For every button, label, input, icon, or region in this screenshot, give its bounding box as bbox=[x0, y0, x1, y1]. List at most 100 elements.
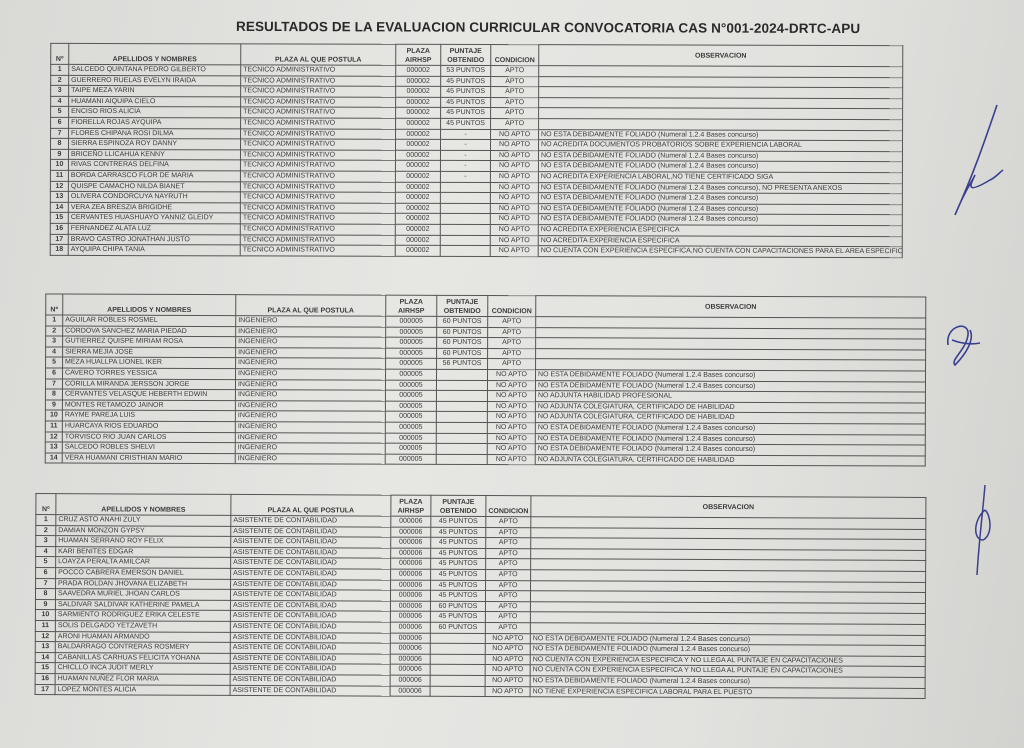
condition-cell: NO APTO bbox=[487, 380, 536, 391]
position-cell: TECNICO ADMINISTRATIVO bbox=[240, 139, 396, 151]
airhsp-code-cell: 000005 bbox=[385, 453, 437, 465]
score-cell bbox=[436, 443, 488, 455]
row-number-cell: 11 bbox=[45, 420, 63, 432]
applicant-name-cell: FLORES CHIPANA ROSI DILMA bbox=[68, 127, 241, 140]
score-cell bbox=[440, 245, 491, 257]
table-row: 18 AYQUIPA CHIPA TANIA TECNICO ADMINISTRAT… bbox=[50, 244, 903, 258]
condition-cell: NO APTO bbox=[485, 643, 531, 655]
score-cell bbox=[436, 432, 488, 444]
column-header-score: PUNTAJE OBTENIDO bbox=[436, 295, 488, 317]
observation-cell: NO TIENE EXPERIENCIA ESPECIFICA LABORAL … bbox=[530, 686, 926, 699]
condition-cell: APTO bbox=[487, 348, 536, 360]
airhsp-code-cell: 000002 bbox=[395, 107, 441, 119]
condition-cell: NO APTO bbox=[485, 654, 531, 666]
row-number-cell: 10 bbox=[50, 159, 69, 171]
score-cell: - bbox=[440, 128, 491, 140]
condition-cell: NO APTO bbox=[487, 422, 536, 434]
applicant-name-cell: HUARCAYA RIOS EDUARDO bbox=[62, 420, 236, 433]
score-cell: 45 PUNTOS bbox=[440, 97, 491, 108]
applicant-name-cell: BORDA CARRASCO FLOR DE MARIA bbox=[68, 170, 241, 182]
applicant-name-cell: SALCEDO QUINTANA PEDRO GILBERTO bbox=[68, 64, 241, 76]
airhsp-code-cell: 000002 bbox=[395, 224, 441, 235]
applicant-name-cell: MEZA HUALLPA LIONEL IKER bbox=[62, 357, 236, 369]
observation-cell: NO ADJUNTA HABILIDAD PROFESIONAL bbox=[535, 390, 926, 403]
condition-cell: NO APTO bbox=[487, 369, 536, 381]
airhsp-code-cell: 000002 bbox=[395, 86, 441, 98]
condition-cell: NO APTO bbox=[490, 213, 539, 225]
position-cell: TECNICO ADMINISTRATIVO bbox=[240, 160, 396, 172]
score-cell: 60 PUNTOS bbox=[436, 326, 488, 338]
row-number-cell: 7 bbox=[45, 378, 63, 390]
applicant-name-cell: OLIVERA CONDORCUYA NAYRUTH bbox=[68, 191, 241, 203]
applicant-name-cell: RIVAS CONTRERAS DELFINA bbox=[68, 159, 241, 171]
position-cell: TECNICO ADMINISTRATIVO bbox=[240, 181, 396, 193]
position-cell: ASISTENTE DE CONTABILIDAD bbox=[230, 578, 391, 591]
applicant-name-cell: KARI BENITES EDGAR bbox=[55, 546, 231, 558]
airhsp-code-cell: 000005 bbox=[385, 337, 437, 349]
score-cell: - bbox=[440, 150, 491, 161]
airhsp-code-cell: 000005 bbox=[385, 443, 437, 455]
score-cell: - bbox=[440, 139, 491, 151]
position-cell: INGENIERO bbox=[235, 389, 386, 401]
condition-cell: APTO bbox=[487, 337, 536, 349]
airhsp-code-cell: 000006 bbox=[390, 579, 431, 591]
score-cell bbox=[436, 422, 488, 434]
row-number-cell: 6 bbox=[45, 367, 63, 379]
condition-cell: NO APTO bbox=[487, 454, 536, 465]
score-cell bbox=[440, 234, 491, 246]
applicant-name-cell: VERA ZEA BRESZIA BRIGIDHE bbox=[68, 202, 241, 214]
position-cell: TECNICO ADMINISTRATIVO bbox=[240, 149, 396, 161]
column-header-row-number: Nº bbox=[50, 43, 69, 65]
row-number-cell: 12 bbox=[50, 180, 69, 192]
column-header-observation: OBSERVACION bbox=[535, 295, 926, 319]
position-cell: INGENIERO bbox=[235, 368, 386, 380]
score-cell: 45 PUNTOS bbox=[440, 118, 491, 130]
score-cell bbox=[436, 401, 488, 412]
column-header-position: PLAZA AL QUE POSTULA bbox=[240, 43, 396, 66]
applicant-name-cell: TAIPE MEZA YARIN bbox=[68, 85, 241, 97]
airhsp-code-cell: 000002 bbox=[395, 160, 441, 172]
airhsp-code-cell: 000006 bbox=[390, 685, 431, 697]
condition-cell: APTO bbox=[485, 601, 531, 613]
condition-cell: APTO bbox=[490, 118, 539, 130]
condition-cell: NO APTO bbox=[490, 160, 539, 172]
airhsp-code-cell: 000002 bbox=[395, 139, 441, 151]
airhsp-code-cell: 000006 bbox=[390, 600, 431, 612]
score-cell bbox=[436, 369, 488, 381]
condition-cell: NO APTO bbox=[485, 686, 531, 697]
condition-cell: APTO bbox=[485, 527, 531, 538]
applicant-name-cell: SAAVEDRA MURIEL JHOAN CARLOS bbox=[55, 588, 231, 601]
score-cell: 45 PUNTOS bbox=[430, 611, 486, 623]
position-cell: TECNICO ADMINISTRATIVO bbox=[240, 117, 396, 129]
applicant-name-cell: QUISPE CAMACHO NILDA BIANET bbox=[68, 180, 241, 193]
condition-cell: APTO bbox=[485, 590, 531, 602]
position-cell: TECNICO ADMINISTRATIVO bbox=[240, 192, 396, 204]
score-cell bbox=[436, 411, 488, 423]
condition-cell: APTO bbox=[487, 316, 536, 328]
score-cell: - bbox=[440, 160, 491, 172]
score-cell bbox=[436, 454, 488, 465]
column-header-observation: OBSERVACION bbox=[538, 44, 903, 67]
row-number-cell: 7 bbox=[35, 578, 56, 589]
applicant-name-cell: LOAYZA PERALTA AMILCAR bbox=[55, 557, 231, 569]
score-cell bbox=[440, 203, 491, 214]
position-cell: TECNICO ADMINISTRATIVO bbox=[240, 223, 396, 235]
condition-cell: NO APTO bbox=[490, 224, 539, 236]
position-cell: INGENIERO bbox=[235, 347, 386, 359]
condition-cell: NO APTO bbox=[490, 203, 539, 214]
condition-cell: NO APTO bbox=[490, 192, 539, 204]
signature-1 bbox=[954, 104, 1004, 216]
observation-cell: NO ACREDITA EXPERIENCIA ESPECIFICA bbox=[538, 235, 903, 247]
observation-cell: NO ESTA DEBIDAMENTE FOLIADO (Numeral 1.2… bbox=[535, 380, 926, 393]
signature-3 bbox=[975, 484, 991, 576]
position-cell: INGENIERO bbox=[235, 315, 386, 327]
score-cell: 60 PUNTOS bbox=[436, 337, 488, 349]
row-number-cell: 2 bbox=[35, 525, 56, 536]
airhsp-code-cell: 000002 bbox=[395, 75, 441, 87]
position-cell: ASISTENTE DE CONTABILIDAD bbox=[230, 568, 391, 580]
observation-cell: NO ACREDITA EXPERIENCIA LABORAL,NO TIENE… bbox=[538, 171, 903, 184]
position-cell: ASISTENTE DE CONTABILIDAD bbox=[230, 621, 391, 633]
score-cell: 45 PUNTOS bbox=[430, 537, 486, 549]
position-cell: INGENIERO bbox=[235, 326, 386, 338]
applicant-name-cell: TORVISCO RIO JUAN CARLOS bbox=[62, 431, 236, 443]
